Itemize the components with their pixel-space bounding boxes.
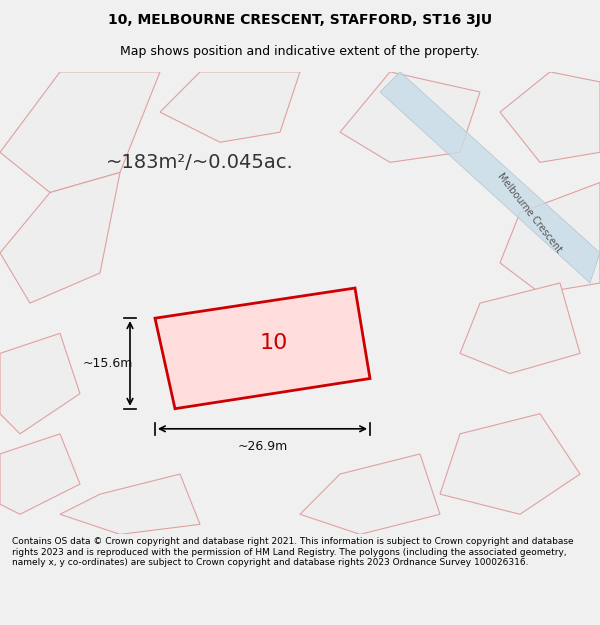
Text: ~15.6m: ~15.6m [83, 357, 133, 370]
Polygon shape [0, 434, 80, 514]
Polygon shape [0, 333, 80, 434]
Polygon shape [500, 72, 600, 162]
Polygon shape [300, 454, 440, 534]
Text: Map shows position and indicative extent of the property.: Map shows position and indicative extent… [120, 45, 480, 58]
Polygon shape [60, 474, 200, 534]
Text: 10: 10 [260, 333, 288, 353]
Polygon shape [160, 72, 300, 142]
Polygon shape [340, 72, 480, 162]
Text: ~183m²/~0.045ac.: ~183m²/~0.045ac. [106, 153, 294, 172]
Text: Contains OS data © Crown copyright and database right 2021. This information is : Contains OS data © Crown copyright and d… [12, 538, 574, 568]
Polygon shape [0, 173, 120, 303]
Polygon shape [500, 182, 600, 293]
Polygon shape [460, 283, 580, 374]
Text: ~26.9m: ~26.9m [238, 441, 287, 453]
Text: 10, MELBOURNE CRESCENT, STAFFORD, ST16 3JU: 10, MELBOURNE CRESCENT, STAFFORD, ST16 3… [108, 13, 492, 27]
Polygon shape [155, 288, 370, 409]
Polygon shape [0, 72, 160, 192]
Polygon shape [440, 414, 580, 514]
Polygon shape [380, 72, 600, 283]
Text: Melbourne Crescent: Melbourne Crescent [496, 171, 564, 254]
